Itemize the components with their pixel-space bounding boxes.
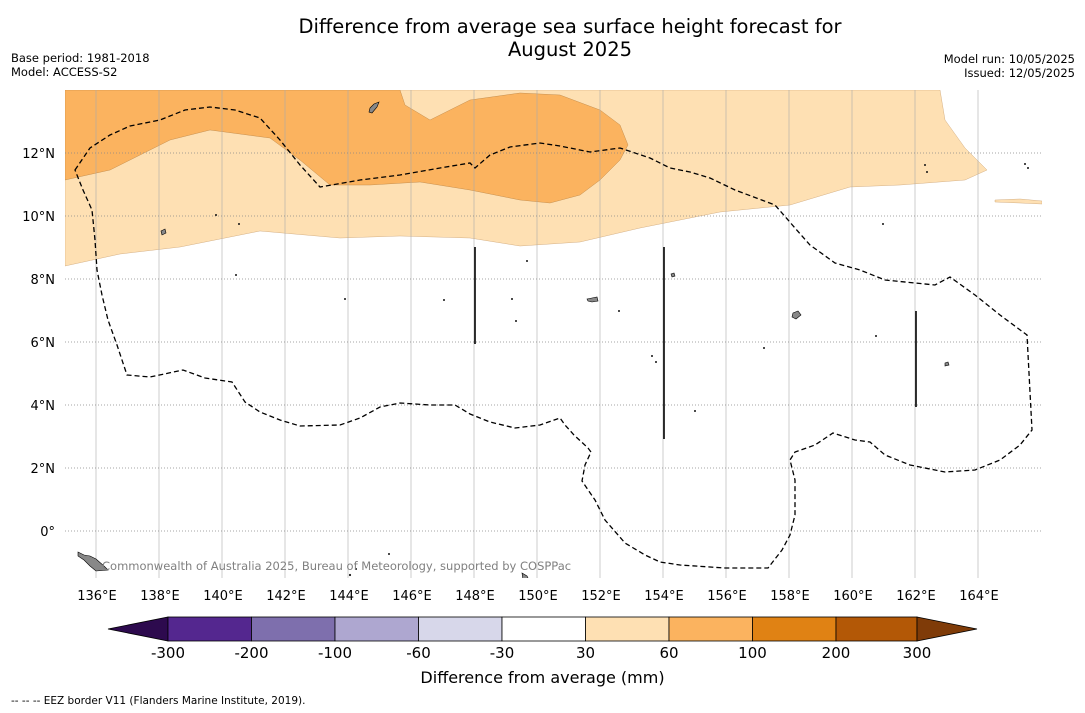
anomaly-region-60-100 [65, 90, 629, 204]
colorbar-bin [585, 616, 670, 642]
run-info: Model run: 10/05/2025 Issued: 12/05/2025 [944, 52, 1075, 80]
model-run-date: Model run: 10/05/2025 [943, 52, 1075, 66]
colorbar-bin [752, 616, 837, 642]
longitude-labels: 136°E 138°E 140°E 142°E 144°E 146°E 148°… [77, 589, 999, 604]
lon-label: 146°E [392, 589, 432, 604]
lat-label: 0° [40, 525, 55, 540]
lon-label: 136°E [77, 589, 117, 604]
colorbar-title: Difference from average (mm) [420, 668, 665, 687]
colorbar-bin [167, 616, 252, 642]
colorbar-label: -100 [318, 644, 352, 662]
map-credit: Commonwealth of Australia 2025, Bureau o… [102, 559, 571, 573]
parallel-lines [65, 152, 1042, 532]
colorbar-label: 30 [576, 644, 595, 662]
eez-legend-note: -- -- -- EEZ border V11 (Flanders Marine… [11, 695, 306, 707]
colorbar-extend-high [916, 616, 978, 642]
colorbar-bin [418, 616, 503, 642]
colorbar-label: 100 [738, 644, 767, 662]
map-area [65, 90, 1042, 267]
lon-label: 140°E [203, 589, 243, 604]
lon-label: 138°E [140, 589, 180, 604]
model-name: Model: ACCESS-S2 [11, 65, 118, 79]
lon-label: 144°E [329, 589, 369, 604]
lat-label: 4°N [31, 399, 56, 414]
colorbar-label: 60 [659, 644, 678, 662]
lon-label: 154°E [644, 589, 684, 604]
colorbar-label: -200 [234, 644, 268, 662]
lon-label: 150°E [518, 589, 558, 604]
anomaly-strip-east [994, 198, 1042, 205]
lat-label: 6°N [31, 336, 56, 351]
colorbar-bin [668, 616, 753, 642]
lon-label: 142°E [266, 589, 306, 604]
lon-label: 160°E [833, 589, 873, 604]
colorbar-label: 300 [903, 644, 932, 662]
title-line-2: August 2025 [507, 38, 633, 61]
meridian-lines [95, 90, 979, 578]
colorbar-bin [501, 616, 586, 642]
lon-label: 148°E [455, 589, 495, 604]
lon-label: 158°E [770, 589, 810, 604]
colorbar-extend-low [107, 616, 169, 642]
colorbar-label: -300 [151, 644, 185, 662]
eez-border-line [74, 106, 1033, 569]
colorbar-bin [334, 616, 419, 642]
lat-label: 2°N [31, 462, 56, 477]
issued-date: Issued: 12/05/2025 [964, 66, 1075, 80]
title-line-1: Difference from average sea surface heig… [298, 15, 842, 38]
lon-label: 162°E [896, 589, 936, 604]
lat-label: 12°N [22, 147, 55, 162]
colorbar [107, 616, 978, 642]
colorbar-label: -60 [406, 644, 431, 662]
lat-label: 10°N [22, 210, 55, 225]
colorbar-label: 200 [822, 644, 851, 662]
base-period: Base period: 1981-2018 [11, 51, 150, 65]
lon-label: 156°E [707, 589, 747, 604]
lat-label: 8°N [31, 273, 56, 288]
colorbar-labels: -300 -200 -100 -60 -30 30 60 100 200 300 [151, 644, 931, 662]
colorbar-label: -30 [490, 644, 515, 662]
latitude-labels: 12°N 10°N 8°N 6°N 4°N 2°N 0° [22, 147, 55, 540]
eez-divider-lines [474, 247, 917, 439]
base-info: Base period: 1981-2018 Model: ACCESS-S2 [11, 51, 150, 79]
map-title: Difference from average sea surface heig… [0, 15, 1085, 61]
colorbar-bin [251, 616, 336, 642]
lon-label: 164°E [959, 589, 999, 604]
islands [77, 101, 1030, 578]
colorbar-bin [835, 616, 918, 642]
lon-label: 152°E [581, 589, 621, 604]
